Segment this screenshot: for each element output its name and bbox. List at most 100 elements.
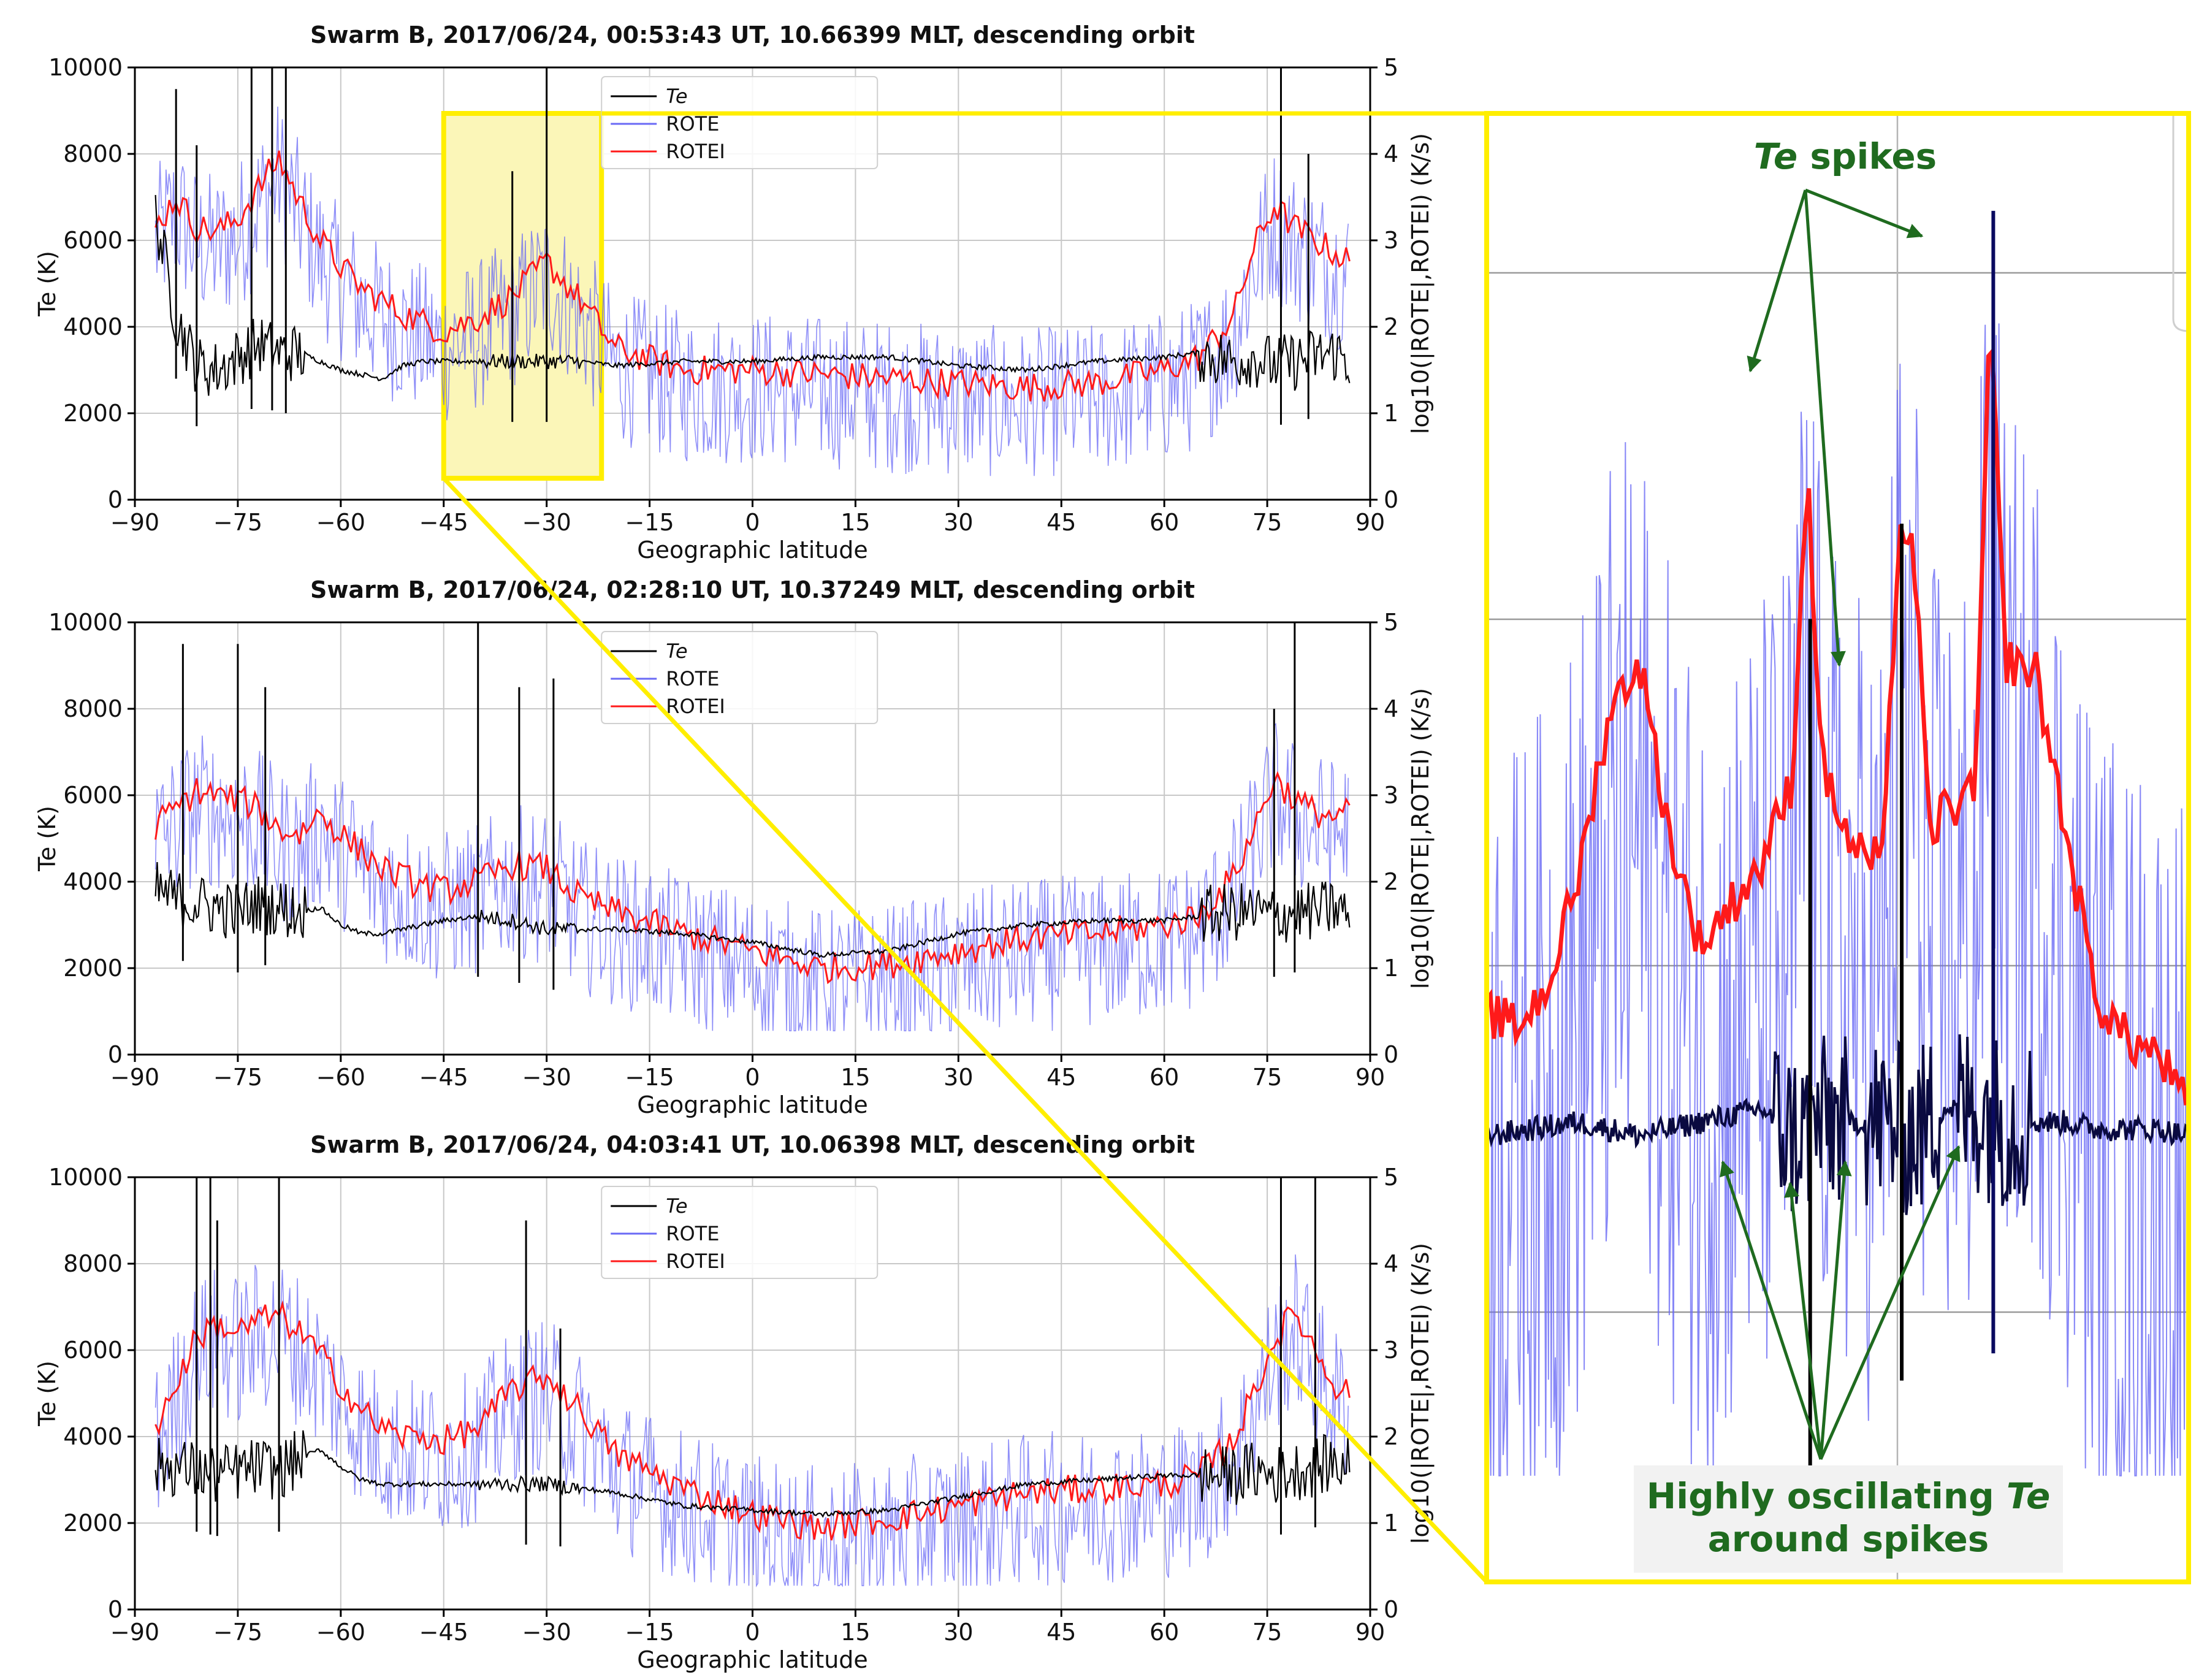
series-rotei-line <box>154 771 1351 985</box>
oscillation-arrow <box>1720 1160 1823 1460</box>
te-spikes-label-italic: Te <box>1754 136 1797 177</box>
x-tick-label: 75 <box>1252 1064 1282 1091</box>
x-tick-label: −75 <box>213 509 262 536</box>
y-tick-label: 0 <box>108 1041 123 1068</box>
legend-box <box>601 631 879 724</box>
y-tick-label: 2000 <box>63 1510 123 1537</box>
y-tick-label: 6000 <box>63 782 123 809</box>
y-tick-label: 6000 <box>63 1337 123 1364</box>
chart-title: Swarm B, 2017/06/24, 04:03:41 UT, 10.063… <box>310 1131 1195 1158</box>
x-tick-label: 90 <box>1355 1619 1385 1646</box>
x-tick-label: −90 <box>110 509 159 536</box>
legend-box <box>601 1186 879 1279</box>
te-spikes-arrow <box>1747 189 1807 373</box>
y2-tick-label: 4 <box>1384 140 1398 167</box>
x-tick-label: 45 <box>1046 1064 1076 1091</box>
y-axis-label: Te (K) <box>34 1361 61 1427</box>
zoom-series-rotei-line <box>1485 346 2189 1105</box>
y-tick-label: 10000 <box>48 54 123 81</box>
x-tick-label: −60 <box>316 1619 365 1646</box>
x-tick-label: 30 <box>943 1064 973 1091</box>
oscillation-arrow <box>1784 1182 1823 1460</box>
y-tick-label: 4000 <box>63 1423 123 1450</box>
legend-label: Te <box>666 640 687 663</box>
y-tick-label: 10000 <box>48 1164 123 1191</box>
legend-label: Te <box>666 85 687 108</box>
y-tick-label: 0 <box>108 1596 123 1623</box>
x-tick-label: 90 <box>1355 1064 1385 1091</box>
x-tick-label: 30 <box>943 1619 973 1646</box>
legend-label: Te <box>666 1194 687 1218</box>
x-tick-label: −45 <box>419 1619 468 1646</box>
oscillation-label-line1-text: Highly oscillating <box>1647 1475 2007 1517</box>
x-tick-label: 45 <box>1046 1619 1076 1646</box>
y-tick-label: 8000 <box>63 1250 123 1277</box>
zoom-series-te-line <box>1485 1034 2190 1215</box>
y2-axis-label: log10(|ROTE|,ROTEI) (K/s) <box>1407 133 1435 434</box>
oscillation-label-line1-italic: Te <box>2007 1475 2050 1517</box>
x-tick-label: −30 <box>522 1619 571 1646</box>
y2-tick-label: 0 <box>1384 1596 1398 1623</box>
x-tick-label: −60 <box>316 1064 365 1091</box>
x-tick-label: −30 <box>522 509 571 536</box>
x-tick-label: −15 <box>625 509 674 536</box>
x-tick-label: 0 <box>745 1064 760 1091</box>
chart-title: Swarm B, 2017/06/24, 02:28:10 UT, 10.372… <box>310 576 1195 603</box>
y2-tick-label: 0 <box>1384 486 1398 513</box>
y2-tick-label: 4 <box>1384 695 1398 722</box>
y2-tick-label: 5 <box>1384 609 1398 636</box>
x-tick-label: 45 <box>1046 509 1076 536</box>
x-tick-label: 75 <box>1252 1619 1282 1646</box>
y2-axis-label: log10(|ROTE|,ROTEI) (K/s) <box>1407 688 1435 989</box>
y2-tick-label: 4 <box>1384 1250 1398 1277</box>
y-tick-label: 6000 <box>63 227 123 254</box>
legend-box <box>601 76 879 169</box>
x-tick-label: 0 <box>745 1619 760 1646</box>
x-tick-label: −45 <box>419 1064 468 1091</box>
x-axis-label: Geographic latitude <box>637 1091 868 1118</box>
legend-label: ROTE <box>666 112 719 136</box>
legend-label: ROTE <box>666 1222 719 1245</box>
x-tick-label: 15 <box>840 509 870 536</box>
y-axis-label: Te (K) <box>34 806 61 872</box>
legend-label: ROTEI <box>666 695 725 718</box>
y2-tick-label: 1 <box>1384 400 1398 427</box>
te-spikes-arrow <box>1805 188 1924 239</box>
y2-axis-label: log10(|ROTE|,ROTEI) (K/s) <box>1407 1243 1435 1544</box>
x-tick-label: 90 <box>1355 509 1385 536</box>
y-tick-label: 4000 <box>63 868 123 895</box>
x-tick-label: 15 <box>840 1064 870 1091</box>
legend-label: ROTEI <box>666 1250 725 1273</box>
y2-tick-label: 2 <box>1384 868 1398 895</box>
x-tick-label: −90 <box>110 1619 159 1646</box>
chart-panel-3: −90 −75 −60 −45 −30 −15 0 15 30 45 60 75 90020004000… <box>34 1131 1435 1673</box>
series-rotei-line <box>154 1300 1351 1541</box>
y-tick-label: 2000 <box>63 400 123 427</box>
y-tick-label: 8000 <box>63 695 123 722</box>
x-tick-label: −75 <box>213 1064 262 1091</box>
legend-label: ROTEI <box>666 140 725 163</box>
te-spikes-label-rest: spikes <box>1797 136 1937 177</box>
y2-tick-label: 3 <box>1384 1337 1398 1364</box>
x-tick-label: −90 <box>110 1064 159 1091</box>
x-tick-label: −15 <box>625 1619 674 1646</box>
x-tick-label: −30 <box>522 1064 571 1091</box>
chart-panel-2: −90 −75 −60 −45 −30 −15 0 15 30 45 60 75 90020004000… <box>34 576 1435 1118</box>
zoom-series-rote-line <box>1486 323 2189 1476</box>
y-tick-label: 2000 <box>63 955 123 982</box>
oscillation-arrow <box>1819 1160 1852 1460</box>
y2-tick-label: 1 <box>1384 955 1398 982</box>
y-axis-label: Te (K) <box>34 251 61 317</box>
y2-tick-label: 1 <box>1384 1510 1398 1537</box>
y-tick-label: 8000 <box>63 140 123 167</box>
chart-panel-1: −90 −75 −60 −45 −30 −15 0 15 30 45 60 75 90020004000… <box>34 21 1435 563</box>
x-axis-label: Geographic latitude <box>637 1646 868 1673</box>
oscillation-arrow <box>1819 1145 1961 1460</box>
x-tick-label: 15 <box>840 1619 870 1646</box>
zoom-legend-corner <box>2172 113 2189 332</box>
series-te-line <box>154 195 1351 396</box>
x-tick-label: 0 <box>745 509 760 536</box>
